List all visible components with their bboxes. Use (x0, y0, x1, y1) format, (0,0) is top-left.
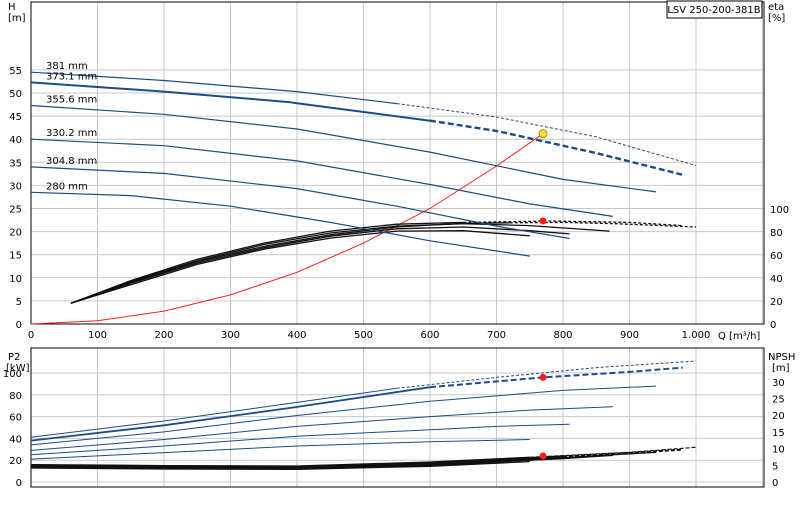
efficiency-curve-dashed (509, 221, 697, 228)
efficiency-curve (70, 223, 610, 304)
efficiency-curve (70, 230, 530, 304)
pump-title-box (666, 0, 763, 19)
head-curve-dashed (396, 103, 697, 166)
top-left-tick-label: 10 (9, 274, 22, 285)
power-curve-dashed (396, 360, 697, 389)
x-tick-label: 400 (287, 330, 306, 341)
efficiency-curve (70, 221, 464, 304)
top-left-tick-label: 35 (9, 158, 22, 169)
x-tick-label: 700 (487, 330, 506, 341)
bottom-right-tick-label: 15 (772, 428, 785, 439)
x-axis-label: Q [m³/h] (718, 331, 760, 342)
head-curve (30, 138, 613, 217)
power-curve (30, 423, 570, 456)
top-plot-frame (30, 1, 765, 325)
bottom-ylabel-left-2: [kW] (6, 363, 30, 374)
bottom-chart-grid (30, 347, 765, 488)
efficiency-curve-dashed (463, 220, 683, 227)
top-left-tick-label: 30 (9, 181, 22, 192)
x-tick-label: 500 (354, 330, 373, 341)
x-tick-label: 100 (88, 330, 107, 341)
power-curve (30, 387, 397, 438)
top-left-tick-label: 5 (16, 297, 22, 308)
bottom-right-tick-label: 0 (772, 478, 778, 489)
head-curve (30, 81, 431, 122)
top-left-tick-label: 50 (9, 89, 22, 100)
x-tick-label: 200 (154, 330, 173, 341)
efficiency-curve (70, 226, 570, 304)
npsh-point (539, 452, 547, 460)
top-right-tick-label: 20 (770, 297, 783, 308)
bottom-left-tick-label: 60 (9, 413, 22, 424)
bottom-right-tick-label: 25 (772, 395, 785, 406)
top-ylabel-right-2: [%] (768, 13, 785, 24)
bottom-ylabel-right-1: NPSH (768, 352, 795, 363)
top-ylabel-left-1: H (8, 2, 16, 13)
head-curve-label: 280 mm (46, 181, 88, 192)
head-curve (30, 71, 397, 105)
top-left-tick-label: 25 (9, 205, 22, 216)
power-curve-dashed (429, 366, 683, 389)
top-left-tick-label: 20 (9, 228, 22, 239)
bottom-right-tick-label: 20 (772, 411, 785, 422)
top-left-tick-label: 15 (9, 251, 22, 262)
bottom-ylabel-right-2: [m] (772, 363, 790, 374)
x-tick-label: 1.000 (682, 330, 711, 341)
bottom-ylabel-left-1: P2 (8, 352, 20, 363)
head-curve-dashed (429, 119, 683, 176)
efficiency-point (539, 217, 547, 225)
pump-title: LSV 250-200-381B (667, 5, 760, 16)
head-curve-label: 330.2 mm (46, 128, 97, 139)
head-curve (30, 166, 570, 240)
bottom-left-tick-label: 0 (16, 478, 22, 489)
operating-point (538, 129, 548, 139)
bottom-left-tick-label: 40 (9, 434, 22, 445)
top-ylabel-right-1: eta (768, 2, 784, 13)
head-curve-label: 381 mm (46, 61, 88, 72)
x-tick-label: 900 (620, 330, 639, 341)
top-left-tick-label: 55 (9, 66, 22, 77)
bottom-chart-curves (30, 360, 697, 470)
head-curve (30, 191, 530, 257)
bottom-plot-frame (30, 347, 765, 488)
axis-ticks: 0 100 200 300 400 500 600 700 800 900 1.0000510152… (3, 66, 789, 489)
power-curve (30, 386, 431, 442)
x-tick-label: 800 (553, 330, 572, 341)
head-curve-label: 355.6 mm (46, 94, 97, 105)
x-tick-label: 0 (28, 330, 34, 341)
x-tick-label: 600 (420, 330, 439, 341)
top-right-tick-label: 40 (770, 274, 783, 285)
bottom-left-tick-label: 20 (9, 456, 22, 467)
power-curve (30, 406, 613, 451)
top-right-tick-label: 100 (770, 205, 789, 216)
bottom-right-tick-label: 10 (772, 445, 785, 456)
top-right-tick-label: 60 (770, 251, 783, 262)
bottom-right-tick-label: 5 (772, 461, 778, 472)
top-left-tick-label: 45 (9, 112, 22, 123)
top-right-tick-label: 80 (770, 228, 783, 239)
npsh-curve-dashed (562, 448, 683, 458)
head-curve-label: 373.1 mm (46, 71, 97, 82)
efficiency-curve (70, 222, 510, 304)
x-tick-label: 300 (221, 330, 240, 341)
power-curve (30, 439, 530, 460)
head-curve (30, 104, 657, 193)
top-ylabel-left-2: [m] (8, 13, 26, 24)
npsh-curve (30, 457, 570, 470)
top-left-tick-label: 40 (9, 135, 22, 146)
npsh-curve (30, 460, 530, 470)
bottom-left-tick-label: 80 (9, 391, 22, 402)
power-curve (30, 385, 657, 446)
power-point (539, 373, 547, 381)
npsh-curve (30, 455, 564, 468)
top-left-tick-label: 0 (16, 320, 22, 331)
system-curve (30, 133, 544, 325)
bottom-left-tick-label: 100 (3, 369, 22, 380)
top-chart-grid (30, 1, 765, 325)
head-curve-label: 304.8 mm (46, 156, 97, 167)
top-right-tick-label: 0 (770, 320, 776, 331)
bottom-right-tick-label: 30 (772, 378, 785, 389)
